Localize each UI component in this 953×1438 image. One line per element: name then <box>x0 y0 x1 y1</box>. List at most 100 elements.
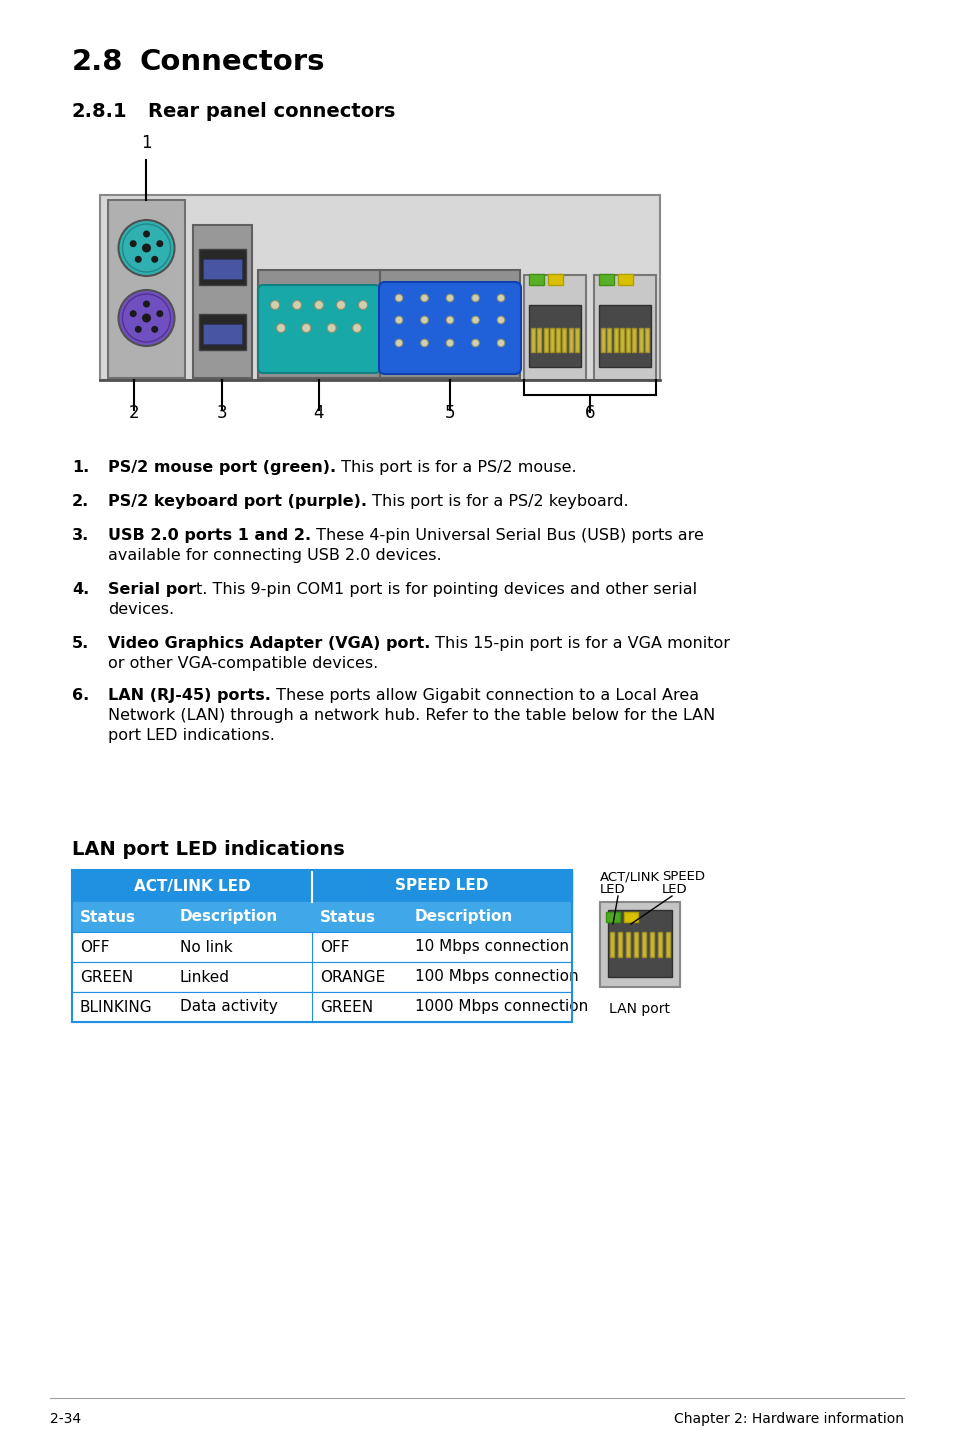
Circle shape <box>152 326 158 332</box>
Bar <box>623 912 638 922</box>
Bar <box>634 932 638 958</box>
Text: USB 2.0 ports 1 and 2.: USB 2.0 ports 1 and 2. <box>108 528 311 544</box>
Circle shape <box>471 316 478 324</box>
Bar <box>71 870 572 902</box>
Bar <box>613 328 617 352</box>
Bar <box>625 932 629 958</box>
Circle shape <box>130 240 136 247</box>
Circle shape <box>497 295 504 302</box>
Circle shape <box>134 256 142 263</box>
Text: 6: 6 <box>584 404 595 421</box>
Circle shape <box>142 313 151 322</box>
Bar <box>71 870 572 1022</box>
Bar <box>199 313 246 349</box>
Text: 6.: 6. <box>71 687 90 703</box>
Bar <box>523 275 585 380</box>
Bar <box>641 932 645 958</box>
Text: available for connecting USB 2.0 devices.: available for connecting USB 2.0 devices… <box>108 548 441 564</box>
Bar <box>632 328 636 352</box>
Bar <box>625 328 630 352</box>
Bar <box>529 275 543 285</box>
Text: devices.: devices. <box>108 603 174 617</box>
Bar <box>609 932 614 958</box>
Circle shape <box>420 295 428 302</box>
Text: 2-34: 2-34 <box>50 1412 81 1426</box>
Text: GREEN: GREEN <box>80 969 133 985</box>
Bar <box>199 249 246 285</box>
Circle shape <box>134 326 142 332</box>
Bar <box>607 910 671 976</box>
Text: LAN port LED indications: LAN port LED indications <box>71 840 344 858</box>
Bar <box>556 328 559 352</box>
Circle shape <box>276 324 285 332</box>
Text: This port is for a PS/2 keyboard.: This port is for a PS/2 keyboard. <box>367 495 628 509</box>
Text: port LED indications.: port LED indications. <box>108 728 274 743</box>
Text: These 4-pin Universal Serial Bus (USB) ports are: These 4-pin Universal Serial Bus (USB) p… <box>311 528 703 544</box>
Text: No link: No link <box>180 939 233 955</box>
Text: Description: Description <box>415 909 513 925</box>
FancyBboxPatch shape <box>378 282 520 374</box>
Text: Status: Status <box>80 909 136 925</box>
Bar <box>529 305 580 367</box>
Circle shape <box>156 240 163 247</box>
Text: These ports allow Gigabit connection to a Local Area: These ports allow Gigabit connection to … <box>271 687 699 703</box>
Bar <box>543 328 547 352</box>
Circle shape <box>271 301 279 309</box>
Circle shape <box>446 295 454 302</box>
Text: 2.8: 2.8 <box>71 47 123 76</box>
Text: LAN (RJ-45) ports.: LAN (RJ-45) ports. <box>108 687 271 703</box>
Text: Rear panel connectors: Rear panel connectors <box>148 102 395 121</box>
Bar <box>203 259 242 279</box>
Text: Chapter 2: Hardware information: Chapter 2: Hardware information <box>673 1412 903 1426</box>
Bar <box>193 224 252 378</box>
Text: 2.8.1: 2.8.1 <box>71 102 128 121</box>
Text: 1000 Mbps connection: 1000 Mbps connection <box>415 999 588 1014</box>
Bar <box>639 328 642 352</box>
Text: ORANGE: ORANGE <box>319 969 385 985</box>
Text: OFF: OFF <box>80 939 110 955</box>
Text: PS/2 mouse port (green).: PS/2 mouse port (green). <box>108 460 335 475</box>
Bar <box>379 270 519 378</box>
Text: 100 Mbps connection: 100 Mbps connection <box>415 969 578 985</box>
Text: Video Graphics Adapter (VGA) port.: Video Graphics Adapter (VGA) port. <box>108 636 430 651</box>
Bar <box>547 275 562 285</box>
Circle shape <box>446 316 454 324</box>
Text: 2: 2 <box>129 404 140 421</box>
Text: ACT/LINK: ACT/LINK <box>599 870 659 883</box>
Text: SPEED LED: SPEED LED <box>395 879 488 893</box>
Bar <box>594 275 656 380</box>
Bar <box>599 902 679 986</box>
Text: Network (LAN) through a network hub. Refer to the table below for the LAN: Network (LAN) through a network hub. Ref… <box>108 707 715 723</box>
Text: Description: Description <box>180 909 278 925</box>
Circle shape <box>118 220 174 276</box>
Text: SPEED: SPEED <box>661 870 704 883</box>
Bar <box>71 992 572 1022</box>
Circle shape <box>118 290 174 347</box>
Circle shape <box>301 324 311 332</box>
Text: This 15-pin port is for a VGA monitor: This 15-pin port is for a VGA monitor <box>430 636 730 651</box>
Circle shape <box>352 324 361 332</box>
Text: Connectors: Connectors <box>140 47 325 76</box>
Bar <box>618 275 633 285</box>
Bar <box>100 196 659 380</box>
Bar <box>619 328 623 352</box>
FancyBboxPatch shape <box>257 285 379 372</box>
Text: 4: 4 <box>314 404 324 421</box>
Bar <box>71 962 572 992</box>
Text: GREEN: GREEN <box>319 999 373 1014</box>
Bar <box>575 328 578 352</box>
Bar <box>618 932 621 958</box>
Text: Linked: Linked <box>180 969 230 985</box>
Text: This port is for a PS/2 mouse.: This port is for a PS/2 mouse. <box>335 460 577 475</box>
Text: 3.: 3. <box>71 528 90 544</box>
Circle shape <box>142 243 151 253</box>
Text: or other VGA-compatible devices.: or other VGA-compatible devices. <box>108 656 377 672</box>
Bar <box>531 328 535 352</box>
Text: 2.: 2. <box>71 495 90 509</box>
Bar <box>257 270 379 378</box>
Circle shape <box>395 339 402 347</box>
Bar <box>598 305 650 367</box>
Circle shape <box>327 324 335 332</box>
Text: LED: LED <box>599 883 625 896</box>
Text: 10 Mbps connection: 10 Mbps connection <box>415 939 568 955</box>
